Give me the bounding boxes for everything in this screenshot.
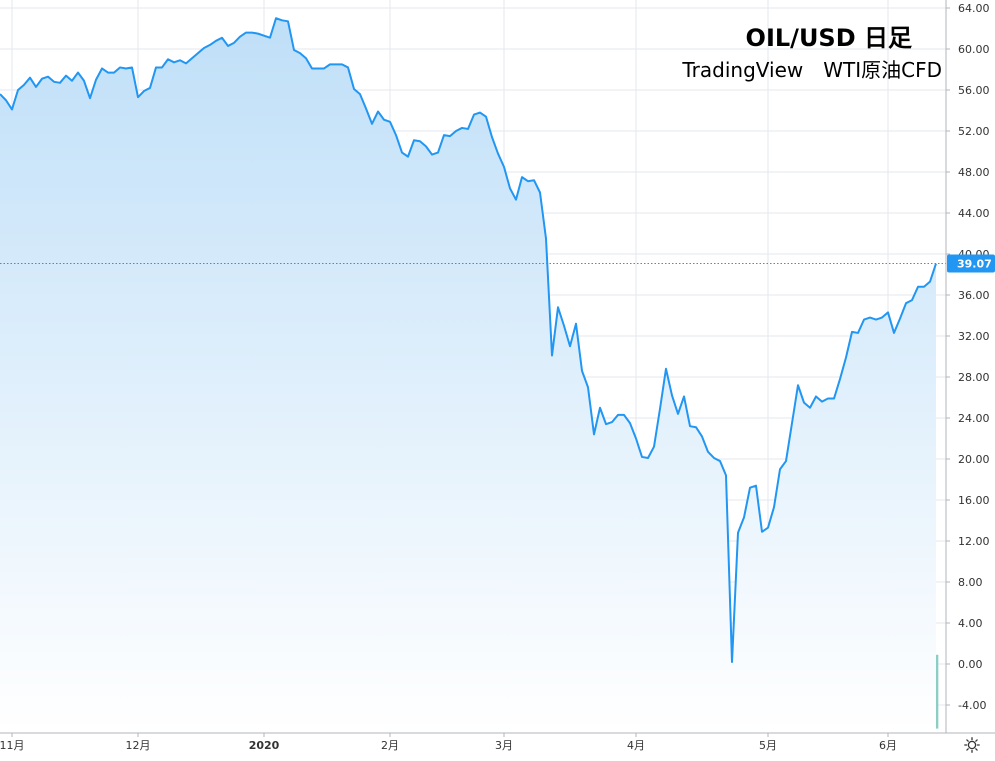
time-axis-background	[0, 733, 995, 757]
chart-subtitle: TradingView WTI原油CFD	[682, 58, 942, 82]
price-tick-label: 32.00	[958, 330, 990, 343]
price-area-fill	[0, 18, 936, 733]
time-tick-label: 6月	[879, 739, 897, 752]
price-area	[0, 18, 936, 733]
sun-settings-icon	[964, 737, 980, 753]
time-tick-label: 5月	[759, 739, 777, 752]
price-tick-label: 24.00	[958, 412, 990, 425]
price-tick-label: 8.00	[958, 576, 983, 589]
time-tick-label: 2月	[381, 739, 399, 752]
time-tick-label: 12月	[126, 739, 151, 752]
price-tick-label: 16.00	[958, 494, 990, 507]
price-tick-label: 36.00	[958, 289, 990, 302]
price-line	[0, 17, 937, 663]
price-tick-label: 44.00	[958, 207, 990, 220]
time-tick-label: 4月	[627, 739, 645, 752]
price-tick-label: 4.00	[958, 617, 983, 630]
chart-settings-button[interactable]	[949, 733, 995, 757]
price-tick-label: 48.00	[958, 166, 990, 179]
last-price-label-background	[947, 254, 995, 273]
price-tick-label: 12.00	[958, 535, 990, 548]
price-tick-label: -4.00	[958, 699, 986, 712]
time-axis[interactable]: 11月 12月 2020 2月 3月 4月 5月 6月	[0, 732, 995, 757]
price-tick-label: 0.00	[958, 658, 983, 671]
price-tick-label: 56.00	[958, 84, 990, 97]
price-tick-label: 60.00	[958, 43, 990, 56]
price-tick-label: 64.00	[958, 2, 990, 15]
last-price-label-text: 39.07	[957, 258, 992, 271]
time-tick-label: 3月	[495, 739, 513, 752]
price-axis[interactable]: 64.0060.0056.0052.0048.0044.0040.0036.00…	[945, 0, 995, 733]
price-tick-label: 20.00	[958, 453, 990, 466]
chart-title: OIL/USD 日足	[745, 24, 912, 52]
time-tick-label: 2020	[249, 739, 280, 752]
time-tick-label: 11月	[0, 739, 25, 752]
price-tick-label: 28.00	[958, 371, 990, 384]
price-axis-background	[946, 0, 995, 733]
price-series-line	[0, 17, 937, 663]
last-price-label: 39.07	[947, 254, 995, 273]
price-tick-label: 52.00	[958, 125, 990, 138]
